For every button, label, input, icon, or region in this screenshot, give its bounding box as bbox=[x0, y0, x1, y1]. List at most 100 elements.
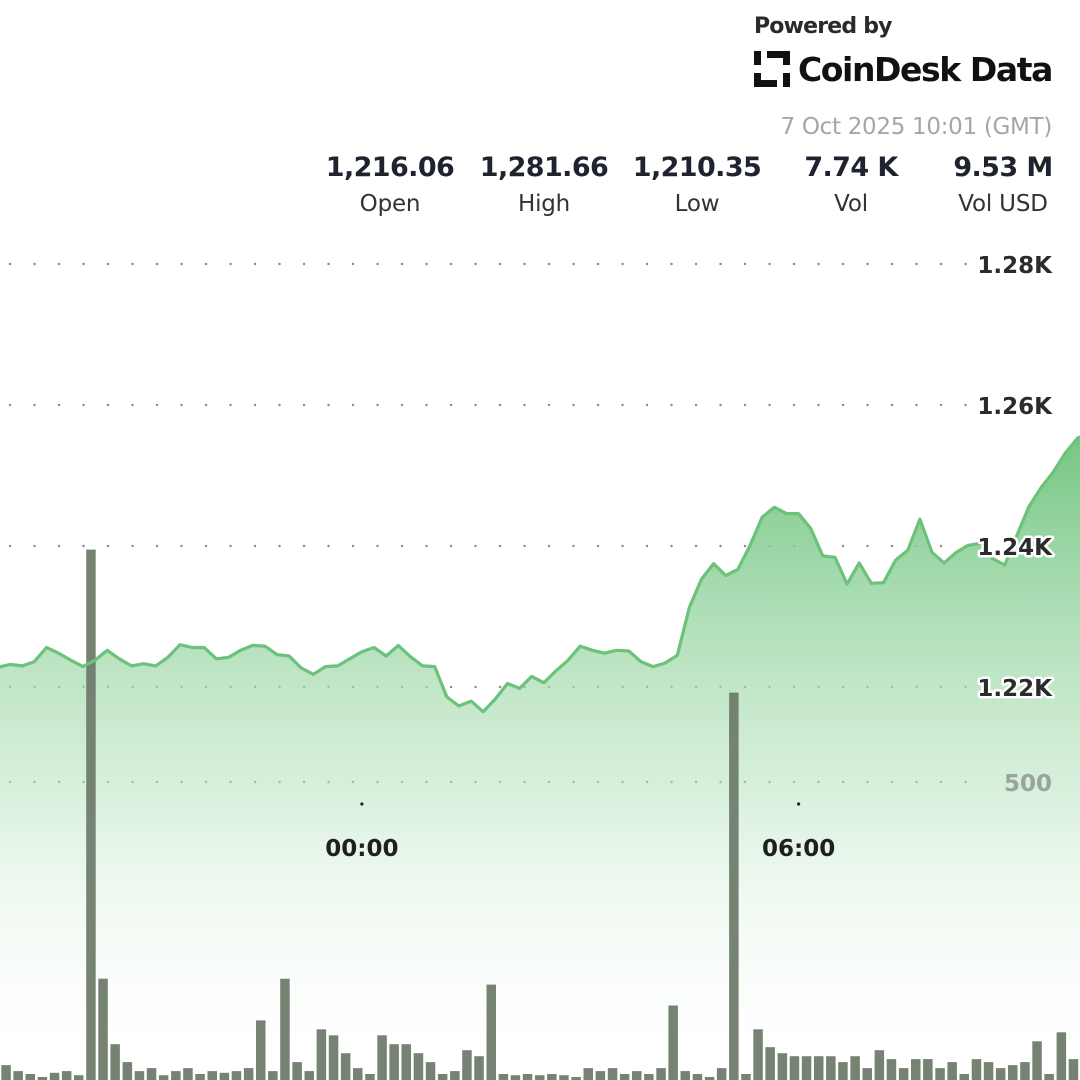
volume-bar bbox=[559, 1075, 569, 1080]
volume-bar bbox=[704, 1077, 715, 1080]
volume-bar bbox=[146, 1068, 157, 1080]
volume-bar bbox=[850, 1056, 860, 1080]
price-tick-label: 1.22K bbox=[977, 676, 1053, 702]
volume-bar bbox=[389, 1044, 399, 1080]
volume-bar bbox=[474, 1056, 484, 1080]
timestamp: 7 Oct 2025 10:01 (GMT) bbox=[780, 114, 1052, 140]
volume-bar bbox=[656, 1068, 666, 1080]
volume-bar bbox=[814, 1056, 824, 1080]
volume-bar bbox=[619, 1074, 630, 1080]
volume-bar bbox=[171, 1071, 181, 1080]
volume-bar bbox=[1044, 1074, 1054, 1080]
volume-bar bbox=[680, 1071, 690, 1080]
volume-bar bbox=[522, 1074, 533, 1080]
volume-bar bbox=[668, 1005, 678, 1080]
volume-bar bbox=[874, 1050, 885, 1080]
volume-bar bbox=[644, 1074, 654, 1080]
volume-bar bbox=[583, 1068, 593, 1080]
volume-bar bbox=[862, 1068, 872, 1080]
volume-bar bbox=[304, 1071, 314, 1080]
volume-bar bbox=[292, 1062, 302, 1080]
volume-bar bbox=[425, 1062, 436, 1080]
volume-bar bbox=[377, 1035, 387, 1080]
stat-label: Vol bbox=[834, 191, 868, 217]
brand-block: Powered by CoinDesk Data bbox=[752, 14, 1053, 89]
volume-bar bbox=[498, 1074, 509, 1080]
time-tick-mark bbox=[797, 802, 801, 806]
volume-bar bbox=[716, 1068, 727, 1080]
volume-bar bbox=[256, 1020, 266, 1080]
price-axis-labels: 1.22K 1.24K 1.26K 1.28K bbox=[975, 251, 1056, 705]
price-area bbox=[0, 436, 1080, 1080]
time-axis: 00:00 06:00 bbox=[325, 802, 835, 862]
volume-bar bbox=[692, 1074, 703, 1080]
stat-value: 1,281.66 bbox=[479, 152, 609, 183]
stat-value: 9.53 M bbox=[953, 152, 1053, 183]
stat-value: 7.74 K bbox=[804, 152, 898, 183]
volume-bar bbox=[983, 1062, 994, 1080]
stat-label: High bbox=[517, 191, 571, 217]
volume-bar bbox=[134, 1071, 145, 1080]
stat-label: Open bbox=[359, 191, 421, 217]
volume-bar bbox=[607, 1068, 618, 1080]
volume-bar bbox=[923, 1059, 933, 1080]
volume-bar bbox=[340, 1053, 351, 1080]
stat-label: Vol USD bbox=[958, 191, 1048, 217]
time-tick-label: 00:00 bbox=[325, 836, 398, 862]
volume-bar bbox=[365, 1074, 375, 1080]
volume-bar bbox=[37, 1077, 48, 1080]
volume-bar bbox=[535, 1075, 545, 1080]
price-tick-label: 1.28K bbox=[977, 253, 1053, 279]
price-tick-label: 1.26K bbox=[977, 394, 1053, 420]
stat-value: 1,216.06 bbox=[325, 152, 455, 183]
volume-bar bbox=[280, 978, 290, 1080]
volume-bar bbox=[207, 1071, 217, 1080]
volume-bar bbox=[911, 1059, 921, 1080]
volume-bar bbox=[437, 1074, 448, 1080]
volume-bar bbox=[243, 1068, 254, 1080]
volume-bar bbox=[328, 1035, 339, 1080]
volume-bar bbox=[765, 1047, 775, 1080]
volume-bar bbox=[1008, 1065, 1018, 1080]
coindesk-logo-icon bbox=[753, 51, 790, 87]
volume-bar bbox=[98, 978, 108, 1080]
volume-bar bbox=[632, 1071, 642, 1080]
volume-bars bbox=[1, 549, 1079, 1080]
stats-row: 1,216.06 Open 1,281.66 High 1,210.35 Low… bbox=[0, 152, 1080, 232]
volume-bar bbox=[219, 1072, 230, 1080]
volume-bar bbox=[898, 1068, 909, 1080]
volume-bar bbox=[947, 1062, 957, 1080]
volume-bar bbox=[413, 1053, 424, 1080]
volume-bar bbox=[231, 1071, 242, 1080]
powered-by-label: Powered by bbox=[753, 14, 893, 39]
stat-label: Low bbox=[674, 191, 720, 217]
stat-open: 1,216.06 Open bbox=[300, 152, 480, 217]
stat-value: 1,210.35 bbox=[632, 152, 762, 183]
volume-bar bbox=[86, 549, 96, 1080]
volume-bar bbox=[729, 692, 739, 1080]
volume-bar bbox=[122, 1062, 133, 1080]
volume-bar bbox=[110, 1044, 120, 1080]
price-tick-label: 1.24K bbox=[977, 535, 1053, 561]
volume-bar bbox=[801, 1056, 812, 1080]
volume-bar bbox=[450, 1071, 460, 1080]
brand-name: CoinDesk Data bbox=[797, 49, 1053, 89]
time-tick-mark bbox=[360, 802, 364, 806]
volume-tick-label: 500 bbox=[1004, 771, 1052, 797]
volume-bar bbox=[571, 1077, 581, 1080]
volume-bar bbox=[1068, 1059, 1079, 1080]
volume-bar bbox=[753, 1029, 763, 1080]
volume-bar bbox=[158, 1075, 169, 1080]
volume-bar bbox=[401, 1044, 411, 1080]
volume-bar bbox=[353, 1068, 363, 1080]
volume-bar bbox=[959, 1074, 969, 1080]
volume-bar bbox=[826, 1056, 836, 1080]
volume-axis-labels: 500 bbox=[1004, 771, 1052, 797]
stat-high: 1,281.66 High bbox=[454, 152, 634, 217]
brand-logo: CoinDesk Data bbox=[752, 49, 1053, 89]
volume-bar bbox=[510, 1075, 521, 1080]
volume-bar bbox=[1056, 1032, 1067, 1080]
volume-bar bbox=[886, 1059, 897, 1080]
volume-bar bbox=[741, 1074, 751, 1080]
